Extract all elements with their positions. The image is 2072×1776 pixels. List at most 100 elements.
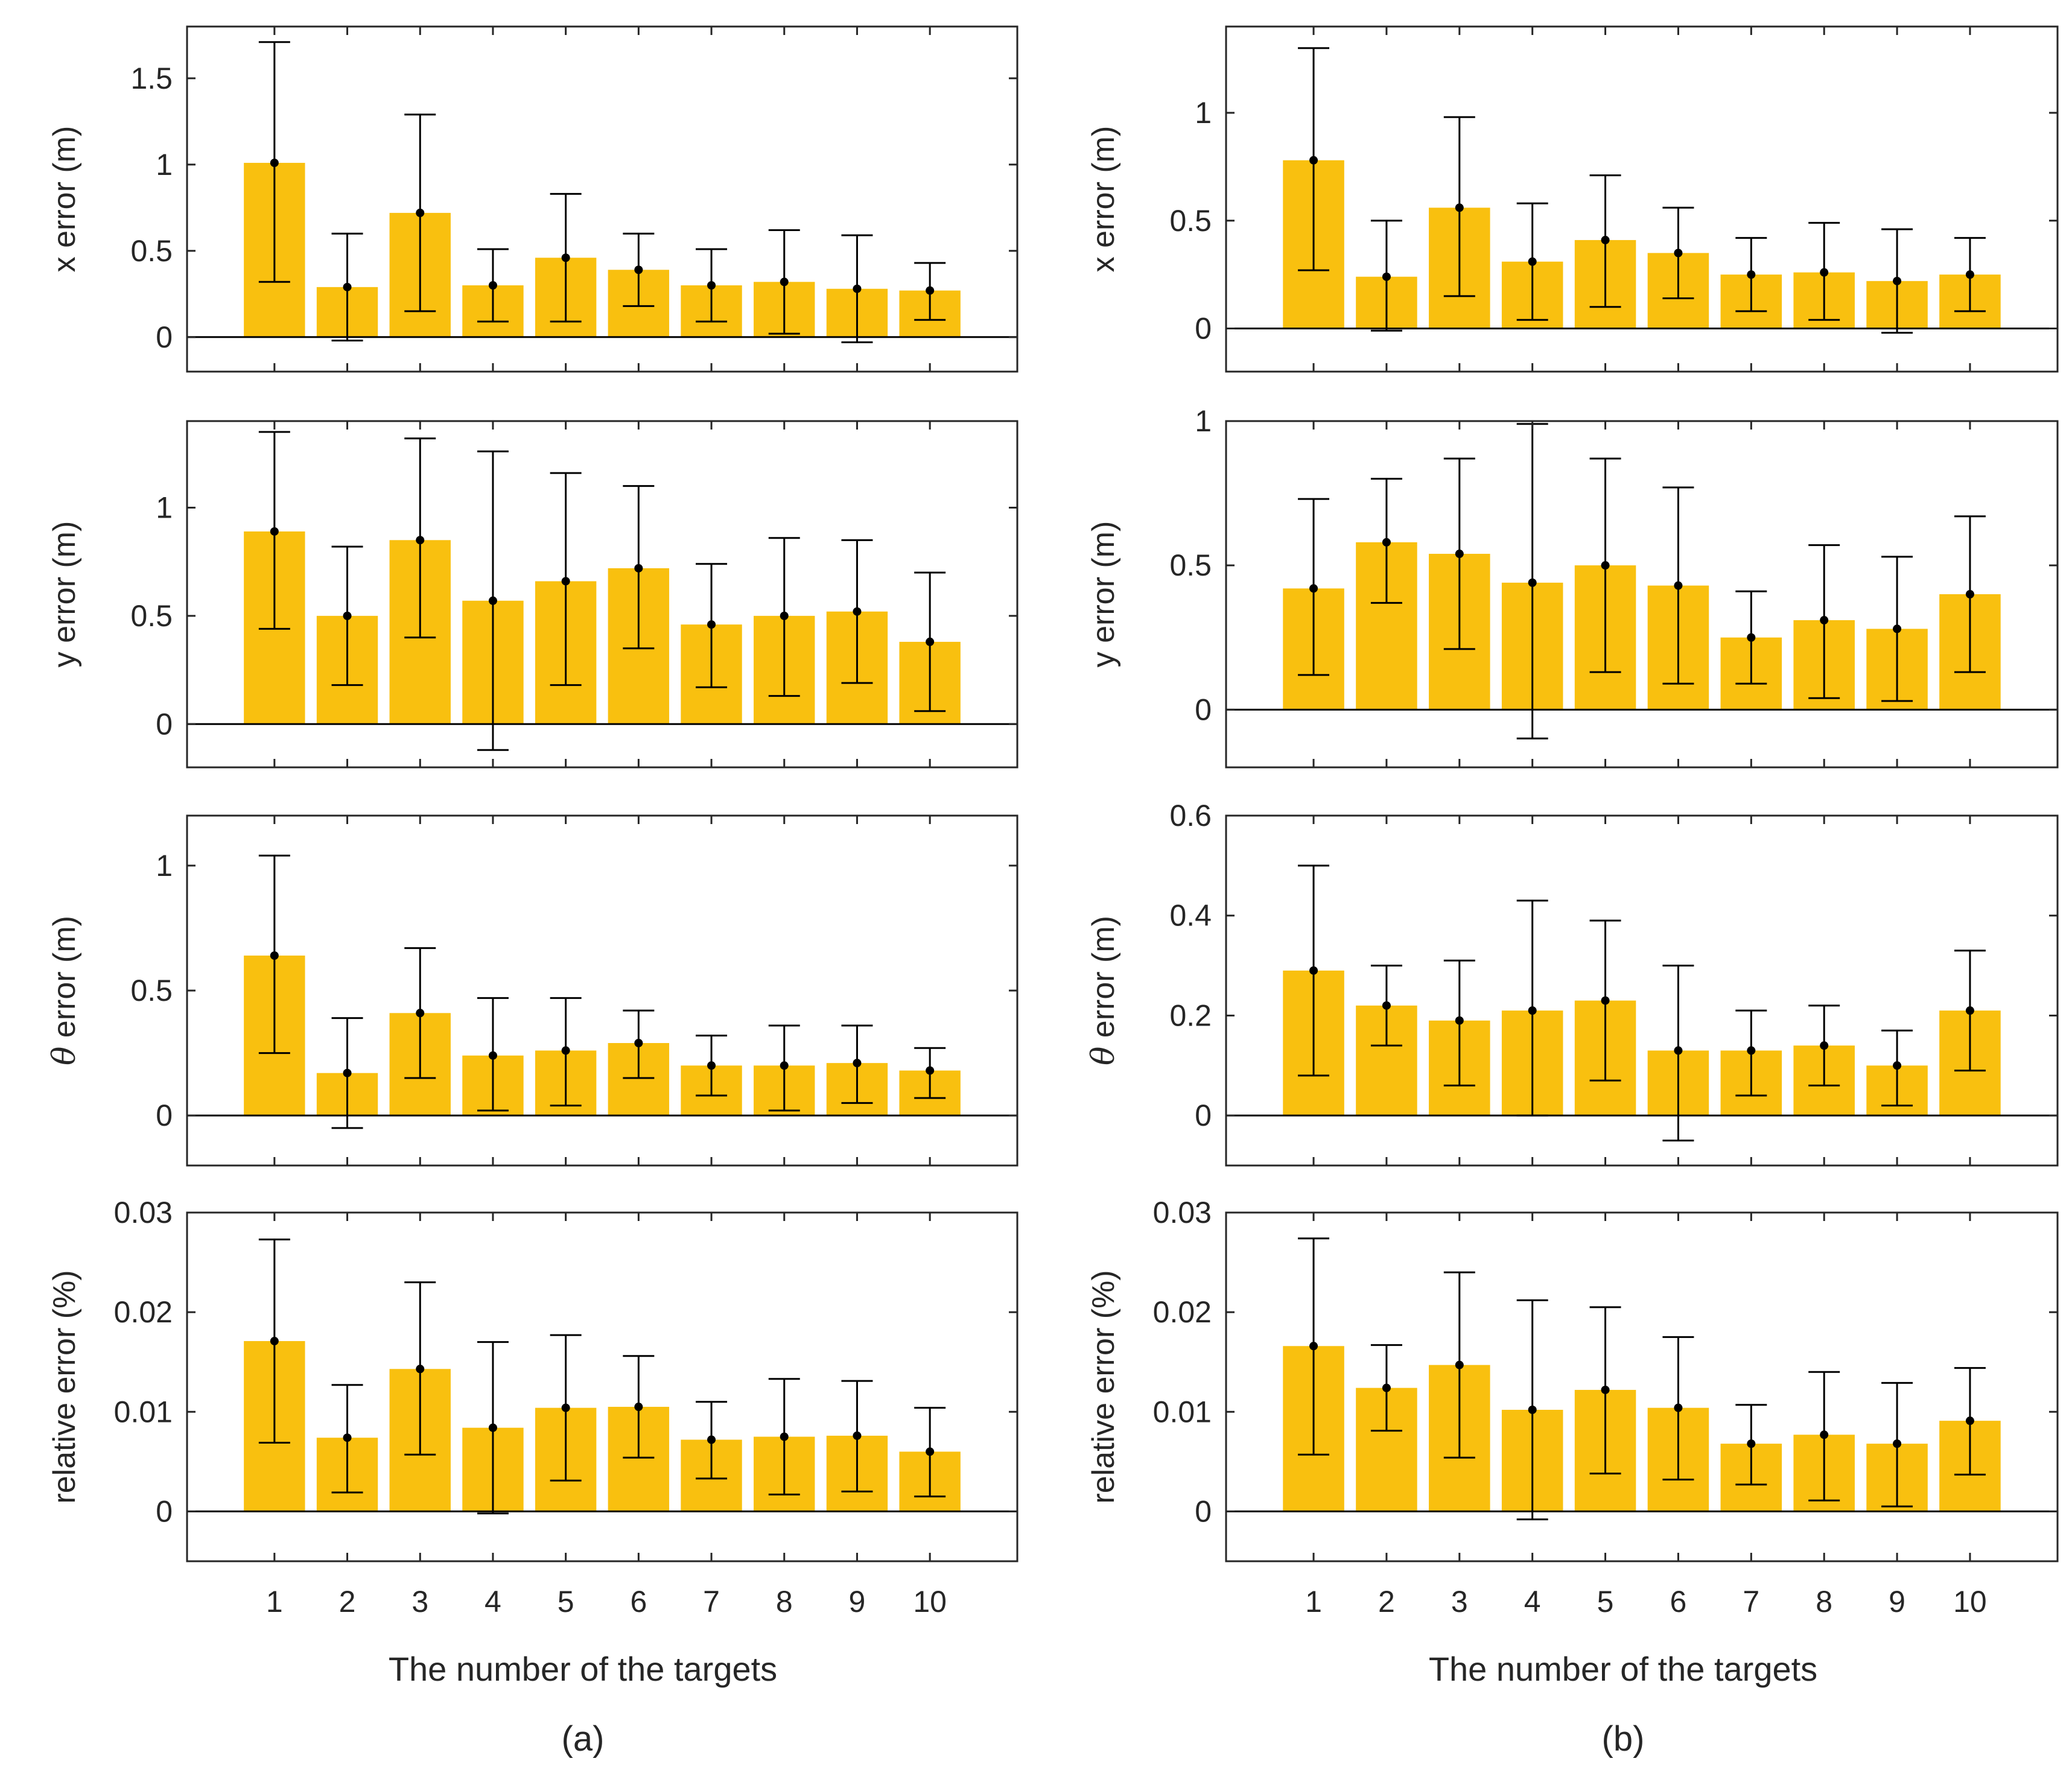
- mean-point-a-rel-9: [853, 1431, 862, 1440]
- ytick-label-a-rel-1: 0.01: [114, 1395, 173, 1429]
- mean-point-a-x-6: [634, 265, 643, 274]
- mean-point-a-theta-8: [780, 1061, 789, 1070]
- xtick-label-a-rel-2: 2: [339, 1585, 356, 1619]
- ylabel-a-theta: θ error (m): [46, 916, 83, 1065]
- ytick-label-b-rel-1: 0.01: [1153, 1395, 1212, 1429]
- ytick-label-a-y-1: 0.5: [130, 599, 173, 633]
- mean-point-a-rel-2: [343, 1433, 352, 1442]
- ylabel-text-a-theta: error (m): [47, 916, 82, 1047]
- ytick-label-a-rel-3: 0.03: [114, 1196, 173, 1229]
- ylabel-theta-symbol-a-theta: θ: [46, 1047, 83, 1065]
- ylabel-theta-symbol-b-theta: θ: [1085, 1047, 1122, 1065]
- mean-point-b-x-6: [1674, 249, 1683, 258]
- mean-point-b-rel-5: [1601, 1385, 1610, 1394]
- xtick-label-b-rel-7: 7: [1743, 1585, 1759, 1619]
- ytick-label-b-x-0: 0: [1195, 312, 1212, 346]
- ylabel-text-b-theta: error (m): [1086, 916, 1121, 1047]
- mean-point-b-y-7: [1747, 633, 1756, 642]
- ylabel-b-theta: θ error (m): [1085, 916, 1122, 1065]
- ylabel-b-rel: relative error (%): [1086, 1270, 1121, 1503]
- ytick-label-a-rel-0: 0: [156, 1494, 173, 1528]
- xtick-label-a-rel-7: 7: [703, 1585, 720, 1619]
- mean-point-b-theta-6: [1674, 1046, 1683, 1055]
- ytick-label-a-theta-1: 0.5: [130, 974, 173, 1007]
- mean-point-b-rel-2: [1382, 1383, 1391, 1392]
- mean-point-b-rel-1: [1309, 1342, 1318, 1351]
- ytick-label-b-x-2: 1: [1195, 96, 1212, 130]
- mean-point-a-theta-6: [634, 1039, 643, 1047]
- ytick-label-b-rel-0: 0: [1195, 1494, 1212, 1528]
- mean-point-b-rel-10: [1965, 1416, 1974, 1426]
- mean-point-b-theta-2: [1382, 1001, 1391, 1010]
- mean-point-a-y-4: [488, 596, 497, 605]
- mean-point-a-y-7: [707, 620, 716, 629]
- axes-box-a-y: [186, 420, 1019, 769]
- mean-point-b-y-8: [1820, 616, 1829, 625]
- mean-point-a-x-1: [270, 158, 279, 167]
- mean-point-b-y-4: [1528, 578, 1537, 587]
- mean-point-a-rel-7: [707, 1435, 716, 1444]
- mean-point-a-x-9: [853, 284, 862, 293]
- ytick-label-a-rel-2: 0.02: [114, 1295, 173, 1329]
- mean-point-b-theta-9: [1893, 1061, 1902, 1070]
- xtick-label-b-rel-3: 3: [1451, 1585, 1468, 1619]
- chart-b-rel: 0 0.01 0.02 0.03 1 2 3 4 5 6 7 8 9 10 relative error (…: [1086, 1196, 2059, 1619]
- ytick-label-b-rel-2: 0.02: [1153, 1295, 1212, 1329]
- xtick-label-b-rel-10: 10: [1953, 1585, 1987, 1619]
- mean-point-b-x-8: [1820, 268, 1829, 277]
- mean-point-b-theta-5: [1601, 996, 1610, 1005]
- mean-point-b-theta-10: [1965, 1006, 1974, 1015]
- mean-point-a-rel-10: [926, 1447, 935, 1456]
- caption-a: (a): [562, 1719, 605, 1759]
- mean-point-a-theta-3: [416, 1009, 425, 1018]
- mean-point-b-x-1: [1309, 156, 1318, 165]
- xtick-label-b-rel-1: 1: [1305, 1585, 1322, 1619]
- mean-point-a-x-5: [561, 253, 570, 262]
- ytick-label-b-theta-1: 0.2: [1169, 998, 1212, 1032]
- axes-box-b-theta: [1225, 814, 2059, 1167]
- ytick-label-b-theta-0: 0: [1195, 1099, 1212, 1132]
- mean-point-a-theta-2: [343, 1068, 352, 1077]
- xtick-label-a-rel-1: 1: [266, 1585, 283, 1619]
- chart-b-theta: 0 0.2 0.4 0.6 θ error (m): [1085, 799, 2059, 1167]
- mean-point-a-y-8: [780, 611, 789, 620]
- mean-point-a-x-3: [416, 208, 425, 217]
- mean-point-a-rel-5: [561, 1403, 570, 1412]
- ytick-label-b-theta-3: 0.6: [1169, 799, 1212, 832]
- ytick-label-a-x-3: 1.5: [130, 62, 173, 95]
- mean-point-b-x-4: [1528, 257, 1537, 266]
- mean-point-a-y-2: [343, 611, 352, 620]
- mean-point-a-theta-1: [270, 951, 279, 960]
- axes-box-a-rel: [186, 1211, 1019, 1562]
- xtick-label-b-rel-5: 5: [1597, 1585, 1614, 1619]
- mean-point-b-x-10: [1965, 270, 1974, 279]
- mean-point-b-x-2: [1382, 272, 1391, 281]
- chart-b-y: 0 0.5 1 y error (m): [1086, 404, 2059, 769]
- ytick-label-b-theta-2: 0.4: [1169, 899, 1212, 933]
- mean-point-b-theta-1: [1309, 966, 1318, 975]
- mean-point-a-y-3: [416, 536, 425, 545]
- ytick-label-a-theta-0: 0: [156, 1099, 173, 1132]
- mean-point-b-theta-7: [1747, 1046, 1756, 1055]
- mean-point-a-y-1: [270, 527, 279, 536]
- xtick-label-a-rel-9: 9: [849, 1585, 866, 1619]
- ylabel-b-x: x error (m): [1086, 126, 1121, 273]
- mean-point-b-rel-3: [1455, 1360, 1464, 1369]
- mean-point-a-rel-1: [270, 1337, 279, 1346]
- mean-point-a-y-6: [634, 563, 643, 572]
- mean-point-a-rel-4: [488, 1423, 497, 1432]
- xtick-label-a-rel-4: 4: [485, 1585, 501, 1619]
- xtick-label-b-rel-6: 6: [1670, 1585, 1687, 1619]
- mean-point-a-y-10: [926, 637, 935, 646]
- mean-point-b-rel-6: [1674, 1403, 1683, 1412]
- mean-point-b-rel-9: [1893, 1439, 1902, 1448]
- ytick-label-b-rel-3: 0.03: [1153, 1196, 1212, 1229]
- mean-point-a-x-10: [926, 286, 935, 295]
- mean-point-a-x-4: [488, 281, 497, 290]
- chart-a-rel: 0 0.01 0.02 0.03 1 2 3 4 5 6 7 8 9 10 relative error (…: [47, 1196, 1019, 1619]
- mean-point-b-theta-4: [1528, 1006, 1537, 1015]
- mean-point-b-y-6: [1674, 581, 1683, 590]
- axes-box-a-x: [186, 25, 1019, 373]
- mean-point-a-rel-6: [634, 1403, 643, 1412]
